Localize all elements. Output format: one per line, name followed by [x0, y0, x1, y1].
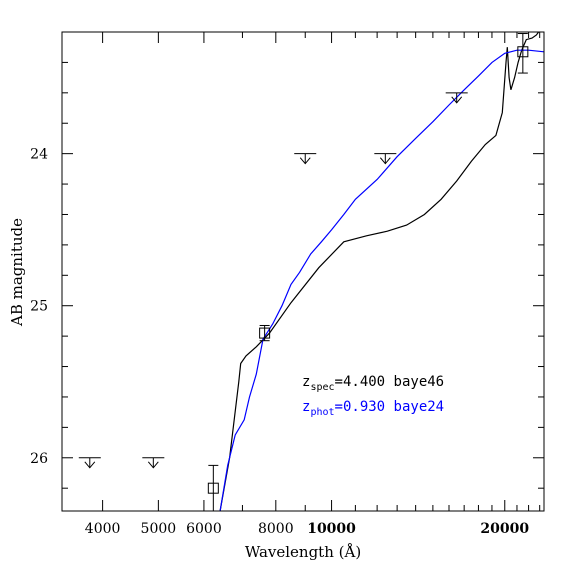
upper-limit-marker [374, 153, 397, 165]
upper-limit-marker [78, 457, 101, 469]
y-tick-label: 25 [30, 299, 48, 315]
detection-square [517, 46, 529, 58]
upper-limit-marker [445, 92, 468, 104]
annotation-z-phot-value: =0.930 baye24 [335, 399, 445, 415]
annotation-z-spec-sub: spec [310, 382, 334, 393]
detection-point [259, 324, 271, 342]
x-tick-label: 4000 [85, 521, 121, 537]
x-axis-title: Wavelength (Å) [245, 543, 361, 561]
detection-square [207, 482, 219, 494]
annotation-z-spec: zspec=4.400 baye46 [302, 374, 444, 393]
upper-limit-arrowhead [451, 96, 463, 104]
x-tick-label: 6000 [186, 521, 222, 537]
annotation-z-phot-prefix: z [302, 399, 310, 415]
x-tick-label: 5000 [141, 521, 177, 537]
series-line-phot [219, 49, 544, 511]
y-axis-title: AB magnitude [8, 218, 26, 327]
detection-point [517, 33, 529, 74]
annotation-z-phot-sub: phot [310, 407, 334, 418]
upper-limit-arrowhead [84, 461, 96, 469]
annotation-z-spec-value: =4.400 baye46 [335, 374, 445, 390]
detection-point [207, 464, 219, 511]
x-tick-label: 20000 [480, 521, 529, 537]
upper-limit-arrowhead [379, 157, 391, 165]
upper-limit-marker [294, 153, 317, 165]
upper-limit-arrowhead [299, 157, 311, 165]
upper-limit-arrowhead [147, 461, 159, 469]
annotation-z-spec-prefix: z [302, 374, 310, 390]
plot-frame [61, 31, 545, 512]
detection-square [259, 327, 271, 339]
upper-limit-marker [142, 457, 165, 469]
x-tick-label: 8000 [258, 521, 294, 537]
annotation-z-phot: zphot=0.930 baye24 [302, 399, 444, 418]
x-tick-label: 10000 [307, 521, 356, 537]
y-tick-label: 24 [30, 147, 48, 163]
series-line-spec [219, 32, 540, 511]
y-tick-label: 26 [30, 451, 48, 467]
